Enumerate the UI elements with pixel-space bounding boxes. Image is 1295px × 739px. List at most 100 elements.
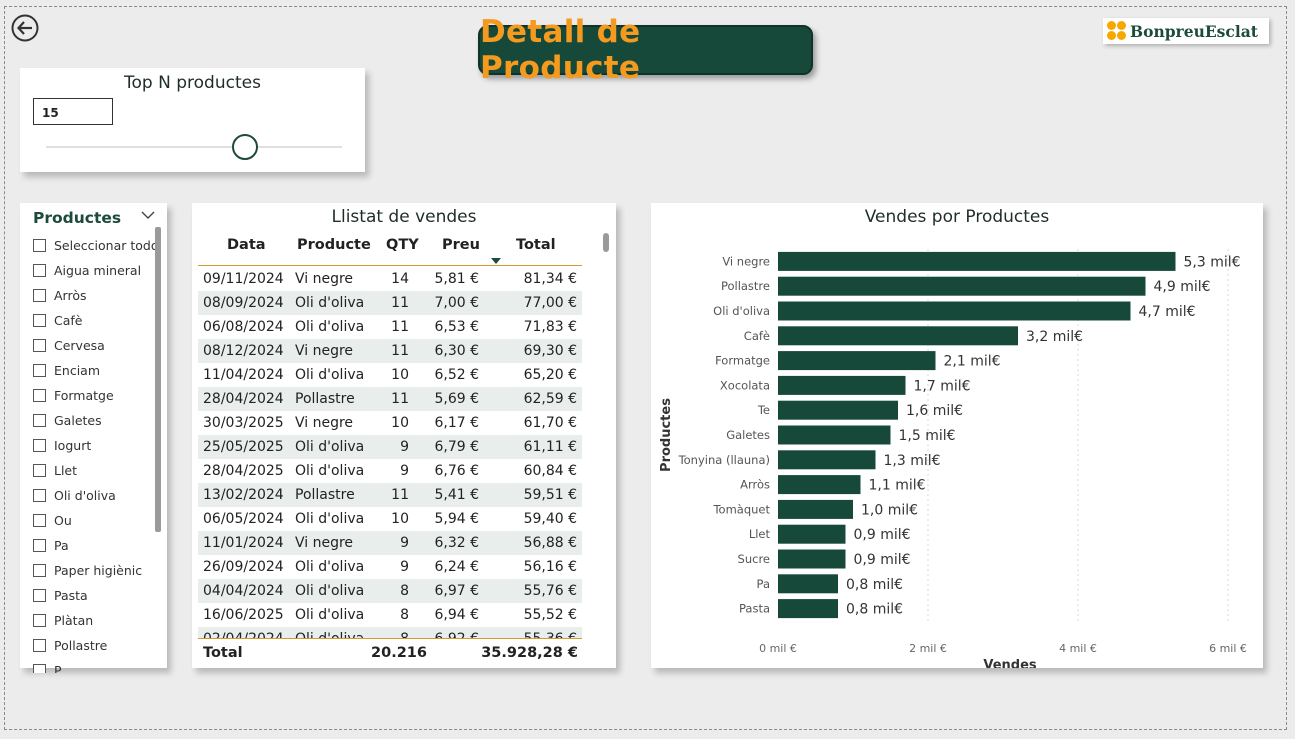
checkbox[interactable] (33, 389, 46, 402)
cell-price: 6,53 € (434, 319, 479, 335)
slicer-item[interactable]: Aigua mineral (33, 258, 158, 283)
slicer-item[interactable]: Pasta (33, 583, 158, 608)
slicer-item-label: Aigua mineral (54, 263, 142, 278)
slicer-item[interactable]: Paper higiènic (33, 558, 158, 583)
checkbox[interactable] (33, 439, 46, 452)
category-label: Pasta (739, 602, 770, 616)
slicer-item[interactable]: Arròs (33, 283, 158, 308)
checkbox[interactable] (33, 614, 46, 627)
table-row[interactable]: 30/03/2025 Vi negre 10 6,17 € 61,70 € (198, 411, 582, 435)
slicer-item[interactable]: Formatge (33, 383, 158, 408)
bar[interactable] (778, 524, 846, 544)
table-row[interactable]: 13/02/2024 Pollastre 11 5,41 € 59,51 € (198, 483, 582, 507)
checkbox[interactable] (33, 314, 46, 327)
checkbox[interactable] (33, 264, 46, 277)
slicer-item[interactable]: Oli d'oliva (33, 483, 158, 508)
cell-qty: 9 (400, 463, 409, 479)
checkbox[interactable] (33, 289, 46, 302)
table-row[interactable]: 06/08/2024 Oli d'oliva 11 6,53 € 71,83 € (198, 315, 582, 339)
checkbox[interactable] (33, 539, 46, 552)
category-label: Xocolata (720, 378, 770, 392)
total-label: Total (203, 645, 243, 661)
slicer-item[interactable]: Pollastre (33, 633, 158, 658)
table-row[interactable]: 08/12/2024 Vi negre 11 6,30 € 69,30 € (198, 339, 582, 363)
slicer-item[interactable]: Llet (33, 458, 158, 483)
back-button[interactable] (11, 14, 39, 42)
table-row[interactable]: 04/04/2024 Oli d'oliva 8 6,97 € 55,76 € (198, 579, 582, 603)
table-row[interactable]: 28/04/2025 Oli d'oliva 9 6,76 € 60,84 € (198, 459, 582, 483)
bar[interactable] (778, 301, 1131, 321)
table-row[interactable]: 16/06/2025 Oli d'oliva 8 6,94 € 55,52 € (198, 603, 582, 627)
col-header-qty[interactable]: QTY (386, 237, 419, 253)
bar[interactable] (778, 425, 891, 445)
slicer-item[interactable]: Pa (33, 533, 158, 558)
cell-price: 6,30 € (434, 343, 479, 359)
table-row[interactable]: 11/04/2024 Oli d'oliva 10 6,52 € 65,20 € (198, 363, 582, 387)
col-header-product[interactable]: Producte (297, 237, 371, 253)
table-row[interactable]: 26/09/2024 Oli d'oliva 9 6,24 € 56,16 € (198, 555, 582, 579)
cell-product: Oli d'oliva (295, 319, 365, 335)
slicer-item[interactable]: Cervesa (33, 333, 158, 358)
slicer-item[interactable]: P... (33, 658, 158, 673)
cell-qty: 11 (391, 487, 409, 503)
cell-date: 28/04/2024 (203, 391, 284, 407)
table-row[interactable]: 25/05/2025 Oli d'oliva 9 6,79 € 61,11 € (198, 435, 582, 459)
cell-total: 55,76 € (523, 583, 577, 599)
bar[interactable] (778, 400, 898, 420)
bar[interactable] (778, 475, 861, 495)
checkbox[interactable] (33, 589, 46, 602)
bar[interactable] (778, 599, 838, 619)
checkbox[interactable] (33, 564, 46, 577)
bar[interactable] (778, 351, 936, 371)
checkbox[interactable] (33, 414, 46, 427)
col-header-total[interactable]: Total (516, 237, 556, 253)
bar[interactable] (778, 326, 1018, 346)
slicer-scrollbar[interactable] (155, 227, 161, 532)
chevron-down-icon[interactable] (140, 209, 156, 221)
bar[interactable] (778, 251, 1176, 271)
table-row[interactable]: 08/09/2024 Oli d'oliva 11 7,00 € 77,00 € (198, 291, 582, 315)
checkbox[interactable] (33, 514, 46, 527)
table-row[interactable]: 11/01/2024 Vi negre 9 6,32 € 56,88 € (198, 531, 582, 555)
data-label: 0,8 mil€ (846, 602, 903, 618)
bar[interactable] (778, 276, 1146, 296)
cell-date: 11/01/2024 (203, 535, 284, 551)
checkbox[interactable] (33, 464, 46, 477)
slicer-item[interactable]: Plàtan (33, 608, 158, 633)
slicer-item[interactable]: Ou (33, 508, 158, 533)
bar[interactable] (778, 499, 853, 519)
slicer-item[interactable]: Enciam (33, 358, 158, 383)
checkbox[interactable] (33, 239, 46, 252)
checkbox[interactable] (33, 664, 46, 673)
slicer-item-label: Pa (54, 538, 69, 553)
table-scrollbar[interactable] (603, 233, 609, 252)
col-header-price[interactable]: Preu (442, 237, 480, 253)
slicer-item-label: Oli d'oliva (54, 488, 116, 503)
slider-handle[interactable] (232, 134, 259, 160)
slicer-item[interactable]: Galetes (33, 408, 158, 433)
checkbox[interactable] (33, 489, 46, 502)
cell-qty: 10 (391, 367, 409, 383)
bar[interactable] (778, 450, 876, 470)
bar[interactable] (778, 549, 846, 569)
checkbox[interactable] (33, 639, 46, 652)
slicer-item[interactable]: Iogurt (33, 433, 158, 458)
x-tick-label: 0 mil € (759, 642, 797, 655)
bar[interactable] (778, 375, 906, 395)
topn-slider[interactable] (46, 134, 342, 160)
cell-date: 11/04/2024 (203, 367, 284, 383)
bar[interactable] (778, 574, 838, 594)
table-row[interactable]: 02/04/2024 Oli d'oliva 8 6,92 € 55,36 € (198, 627, 582, 639)
table-row[interactable]: 28/04/2024 Pollastre 11 5,69 € 62,59 € (198, 387, 582, 411)
cell-date: 09/11/2024 (203, 271, 284, 287)
topn-value-input[interactable]: 15 (33, 98, 113, 125)
cell-product: Pollastre (295, 391, 355, 407)
cell-total: 77,00 € (523, 295, 577, 311)
checkbox[interactable] (33, 364, 46, 377)
col-header-date[interactable]: Data (227, 237, 266, 253)
checkbox[interactable] (33, 339, 46, 352)
table-row[interactable]: 06/05/2024 Oli d'oliva 10 5,94 € 59,40 € (198, 507, 582, 531)
slicer-item[interactable]: Seleccionar todo (33, 233, 158, 258)
slicer-item[interactable]: Cafè (33, 308, 158, 333)
table-row[interactable]: 09/11/2024 Vi negre 14 5,81 € 81,34 € (198, 267, 582, 291)
